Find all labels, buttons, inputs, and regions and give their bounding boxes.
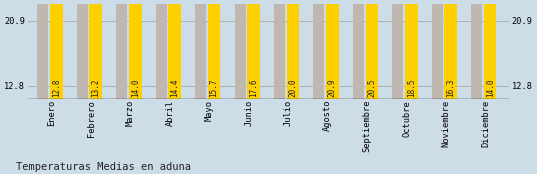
Bar	[247, 0, 260, 98]
Text: 20.9: 20.9	[328, 79, 337, 97]
Text: 15.7: 15.7	[209, 79, 219, 97]
Bar	[38, 1, 48, 98]
Text: 20.0: 20.0	[288, 79, 297, 97]
Bar	[287, 0, 299, 98]
Bar	[77, 0, 88, 98]
Bar	[235, 0, 245, 98]
Bar	[50, 0, 63, 98]
Bar	[484, 0, 496, 98]
Bar	[168, 0, 181, 98]
Text: 12.8: 12.8	[52, 79, 61, 97]
Bar	[129, 0, 142, 98]
Bar	[366, 0, 378, 98]
Text: 16.3: 16.3	[446, 79, 455, 97]
Bar	[90, 0, 102, 98]
Text: Temperaturas Medias en aduna: Temperaturas Medias en aduna	[16, 162, 191, 172]
Bar	[314, 0, 324, 98]
Bar	[274, 0, 285, 98]
Bar	[195, 0, 206, 98]
Bar	[405, 0, 418, 98]
Text: 18.5: 18.5	[407, 79, 416, 97]
Text: 20.5: 20.5	[367, 79, 376, 97]
Text: 14.4: 14.4	[170, 79, 179, 97]
Bar	[432, 0, 443, 98]
Bar	[208, 0, 220, 98]
Text: 13.2: 13.2	[91, 79, 100, 97]
Bar	[156, 0, 167, 98]
Bar	[326, 0, 339, 98]
Bar	[471, 0, 482, 98]
Bar	[445, 0, 457, 98]
Text: 14.0: 14.0	[130, 79, 140, 97]
Bar	[353, 0, 364, 98]
Bar	[117, 0, 127, 98]
Text: 17.6: 17.6	[249, 79, 258, 97]
Bar	[393, 0, 403, 98]
Text: 14.0: 14.0	[485, 79, 495, 97]
